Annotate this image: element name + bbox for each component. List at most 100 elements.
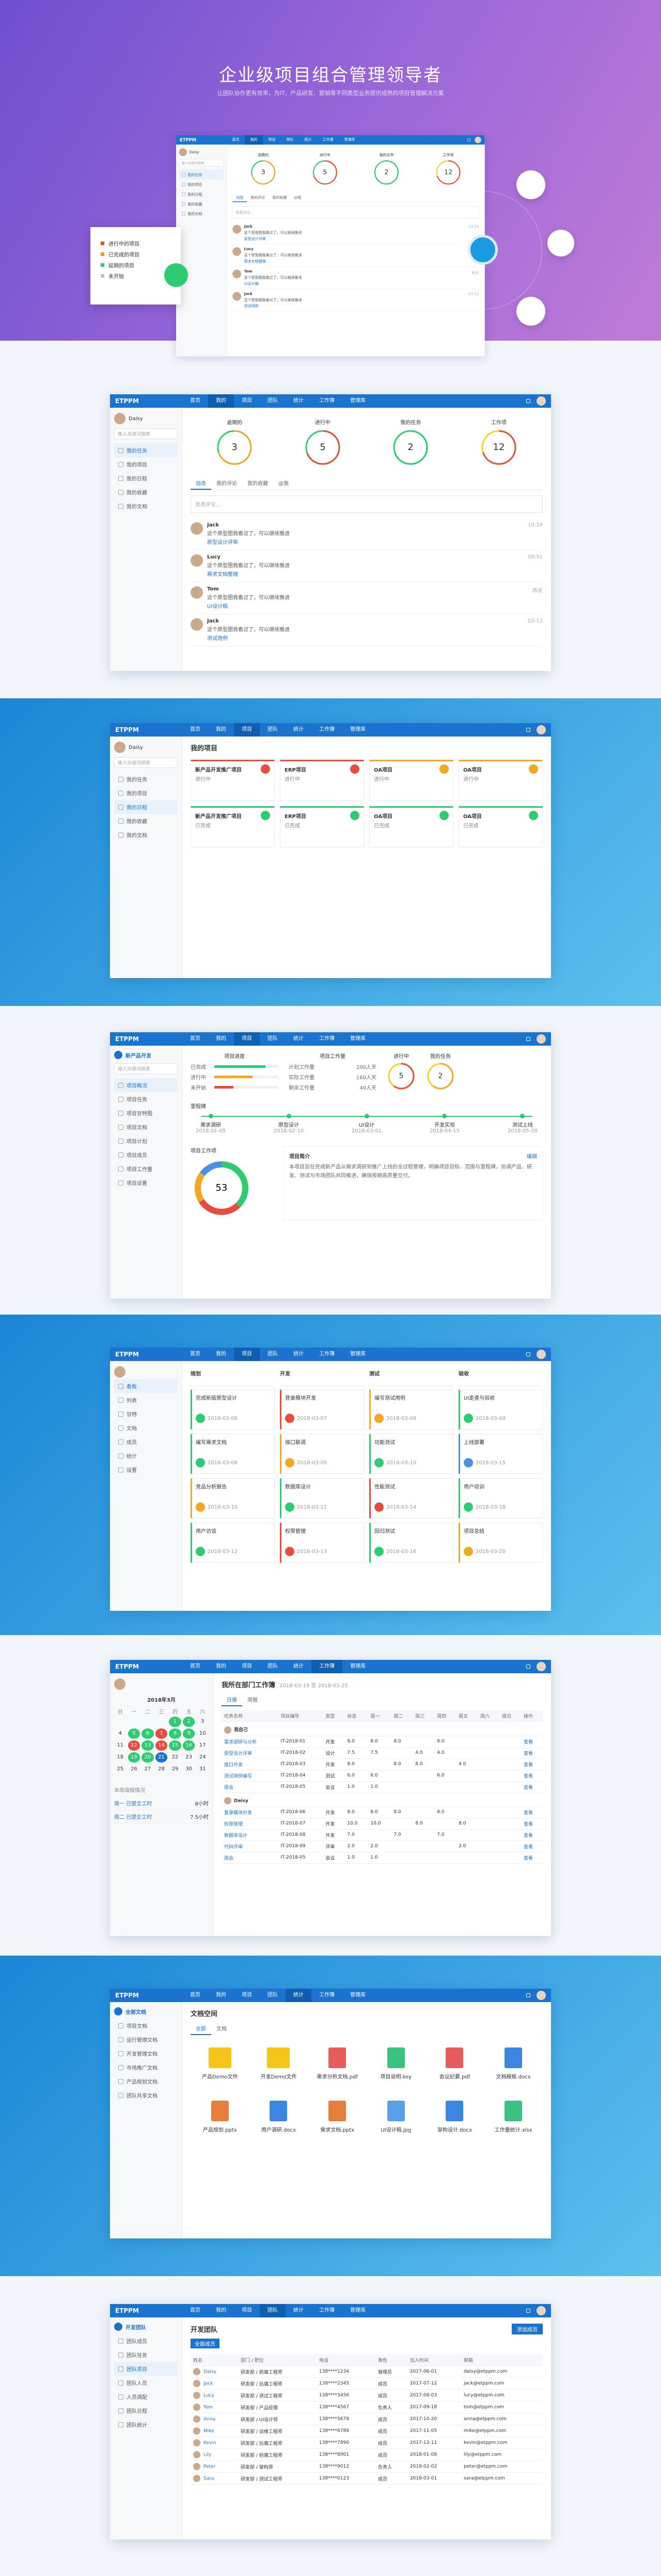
add-button[interactable]: [459, 1379, 543, 1386]
project-card[interactable]: 新产品开发推广项目 进行中: [191, 760, 275, 801]
tab[interactable]: 日报: [222, 1693, 242, 1706]
day[interactable]: 7: [155, 1729, 168, 1739]
menu-item[interactable]: 团队成员: [114, 2334, 178, 2348]
day[interactable]: 27: [144, 1766, 151, 1772]
day[interactable]: 16: [182, 1740, 195, 1751]
nav-item[interactable]: 首页: [190, 398, 200, 404]
project-card[interactable]: OA项目 进行中: [369, 760, 453, 801]
nav-item[interactable]: 工作簿: [319, 1351, 335, 1357]
menu-item[interactable]: 甘特: [114, 1407, 178, 1421]
day[interactable]: 20: [141, 1752, 154, 1763]
nav-item[interactable]: 首页: [190, 2308, 200, 2313]
nav-item[interactable]: 工作簿: [319, 1992, 335, 1998]
nav-item[interactable]: 团队: [260, 2304, 286, 2317]
project-card[interactable]: ERP项目 已完成: [280, 806, 364, 847]
day[interactable]: 14: [155, 1740, 168, 1751]
day[interactable]: 29: [171, 1766, 179, 1772]
menu-item[interactable]: 我的收藏: [179, 199, 224, 209]
nav-item[interactable]: 首页: [232, 137, 240, 142]
day[interactable]: 12: [128, 1740, 140, 1751]
menu-item[interactable]: 团队共享文档: [114, 2088, 178, 2102]
nav-item[interactable]: 工作簿: [319, 727, 335, 732]
menu-item[interactable]: 团队统计: [114, 2418, 178, 2431]
task-card[interactable]: 回归测试 2018-03-16: [369, 1523, 453, 1563]
file[interactable]: 需求文档.pptx: [308, 2101, 367, 2133]
menu-item[interactable]: 项目设置: [114, 1176, 178, 1190]
nav-item[interactable]: 管理库: [350, 2308, 366, 2313]
nav-item[interactable]: 项目: [234, 723, 260, 737]
nav-item[interactable]: 团队: [267, 398, 278, 404]
day[interactable]: 22: [171, 1754, 179, 1760]
tab[interactable]: 文档: [216, 2026, 227, 2032]
tab[interactable]: @我: [294, 196, 302, 200]
menu-item[interactable]: 我的收藏: [114, 814, 178, 828]
intro-tag[interactable]: 编辑: [527, 1154, 537, 1160]
menu-item[interactable]: 我的任务: [179, 169, 224, 180]
nav-item[interactable]: 管理库: [350, 1036, 366, 1042]
day[interactable]: 3: [201, 1719, 204, 1724]
add-button[interactable]: [280, 1379, 364, 1386]
task-card[interactable]: 登录模块开发 2018-03-07: [280, 1389, 364, 1430]
nav-item[interactable]: 项目: [234, 1032, 260, 1046]
file[interactable]: UI设计稿.jpg: [367, 2101, 426, 2133]
nav-item[interactable]: 项目: [268, 137, 276, 142]
day[interactable]: 28: [158, 1766, 165, 1772]
nav-item[interactable]: 团队: [267, 1663, 278, 1669]
day[interactable]: 17: [199, 1742, 206, 1748]
tab[interactable]: 动态: [191, 477, 211, 490]
menu-item[interactable]: 我的项目: [114, 786, 178, 800]
nav-item[interactable]: 工作簿: [311, 1660, 342, 1673]
nav-item[interactable]: 工作簿: [319, 1036, 335, 1042]
nav-item[interactable]: 团队: [267, 1036, 278, 1042]
task-card[interactable]: UI走查与验收 2018-03-09: [459, 1389, 543, 1430]
menu-item[interactable]: 项目文档: [114, 1120, 178, 1134]
nav-item[interactable]: 团队: [267, 1992, 278, 1998]
menu-item[interactable]: 我的文档: [179, 209, 224, 218]
nav-item[interactable]: 管理库: [350, 1663, 366, 1669]
nav-item[interactable]: 项目: [242, 398, 252, 404]
nav-item[interactable]: 管理库: [350, 398, 366, 404]
file[interactable]: 开发Demo文件: [249, 2047, 308, 2080]
file[interactable]: 会议纪要.pdf: [426, 2047, 484, 2080]
nav-item[interactable]: 统计: [286, 1989, 311, 2002]
menu-item[interactable]: 我的项目: [179, 179, 224, 189]
day[interactable]: 11: [117, 1742, 124, 1748]
day[interactable]: 18: [117, 1754, 124, 1760]
project-card[interactable]: 新产品开发推广项目 已完成: [191, 806, 275, 847]
nav-item[interactable]: 首页: [190, 1351, 200, 1357]
add-button[interactable]: 添加成员: [512, 2324, 543, 2334]
day[interactable]: 23: [185, 1754, 192, 1760]
day[interactable]: 2: [182, 1717, 195, 1727]
file[interactable]: 架构设计.docx: [426, 2101, 484, 2133]
task-card[interactable]: 用户访谈 2018-03-12: [191, 1523, 275, 1563]
day[interactable]: 8: [169, 1729, 181, 1739]
menu-item[interactable]: 开发管理文档: [114, 2046, 178, 2060]
menu-item[interactable]: 我的日程: [114, 800, 178, 814]
nav-item[interactable]: 我的: [216, 2308, 226, 2313]
task-card[interactable]: 功能测试 2018-03-10: [369, 1434, 453, 1474]
nav-item[interactable]: 项目: [242, 2308, 252, 2313]
nav-item[interactable]: 我的: [208, 394, 234, 408]
menu-item[interactable]: 项目任务: [114, 1092, 178, 1106]
file[interactable]: 产品Demo文件: [191, 2047, 249, 2080]
nav-item[interactable]: 团队: [267, 1351, 278, 1357]
menu-item[interactable]: 项目计划: [114, 1134, 178, 1148]
task-card[interactable]: 数据库设计 2018-03-11: [280, 1478, 364, 1518]
nav-item[interactable]: 统计: [293, 727, 304, 732]
nav-item[interactable]: 统计: [293, 2308, 304, 2313]
menu-item[interactable]: 我的任务: [114, 772, 178, 786]
menu-item[interactable]: 项目工作量: [114, 1162, 178, 1176]
day[interactable]: 15: [169, 1740, 181, 1751]
nav-item[interactable]: 工作簿: [319, 398, 335, 404]
file[interactable]: 工作量统计.xlsx: [484, 2101, 543, 2133]
nav-item[interactable]: 我的: [216, 727, 226, 732]
nav-item[interactable]: 统计: [293, 398, 304, 404]
day[interactable]: 10: [199, 1731, 206, 1736]
menu-item[interactable]: 项目甘特图: [114, 1106, 178, 1120]
menu-item[interactable]: 项目成员: [114, 1148, 178, 1162]
file[interactable]: 文档模板.docx: [484, 2047, 543, 2080]
menu-item[interactable]: 产品规划文档: [114, 2074, 178, 2088]
search-box[interactable]: 输入关键词搜索: [114, 1063, 178, 1074]
nav-item[interactable]: 统计: [293, 1663, 304, 1669]
nav-item[interactable]: 管理库: [344, 137, 355, 142]
